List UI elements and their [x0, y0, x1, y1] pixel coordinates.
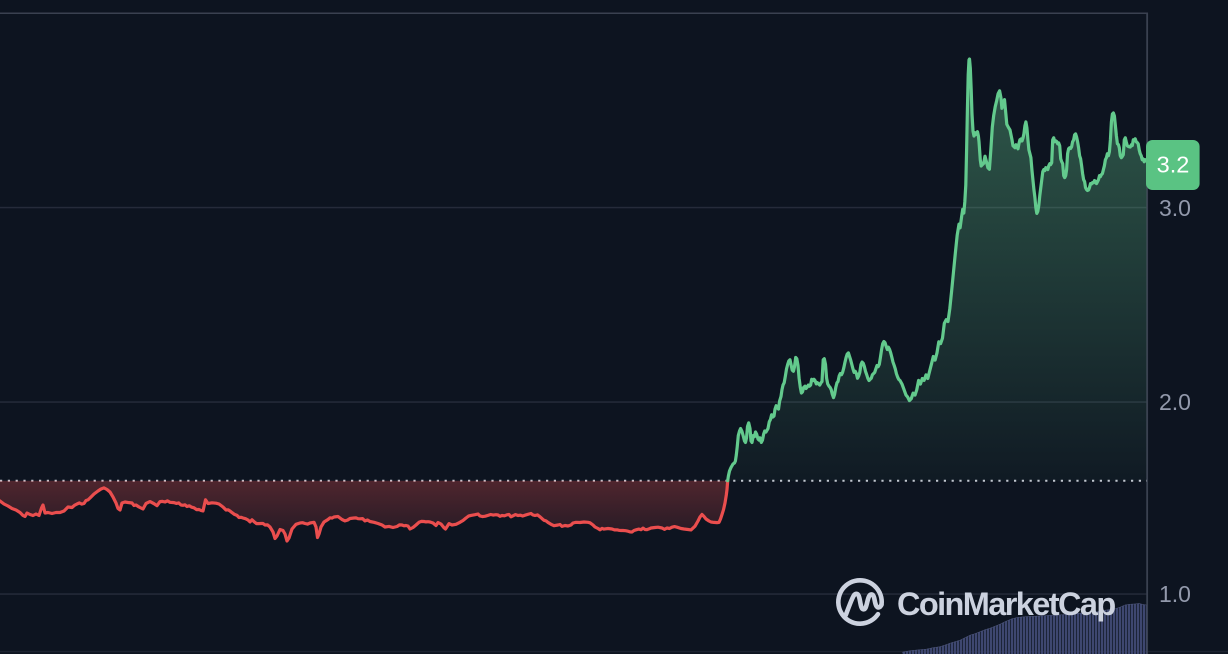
- svg-text:3.2: 3.2: [1157, 151, 1190, 177]
- svg-text:CoinMarketCap: CoinMarketCap: [897, 586, 1115, 622]
